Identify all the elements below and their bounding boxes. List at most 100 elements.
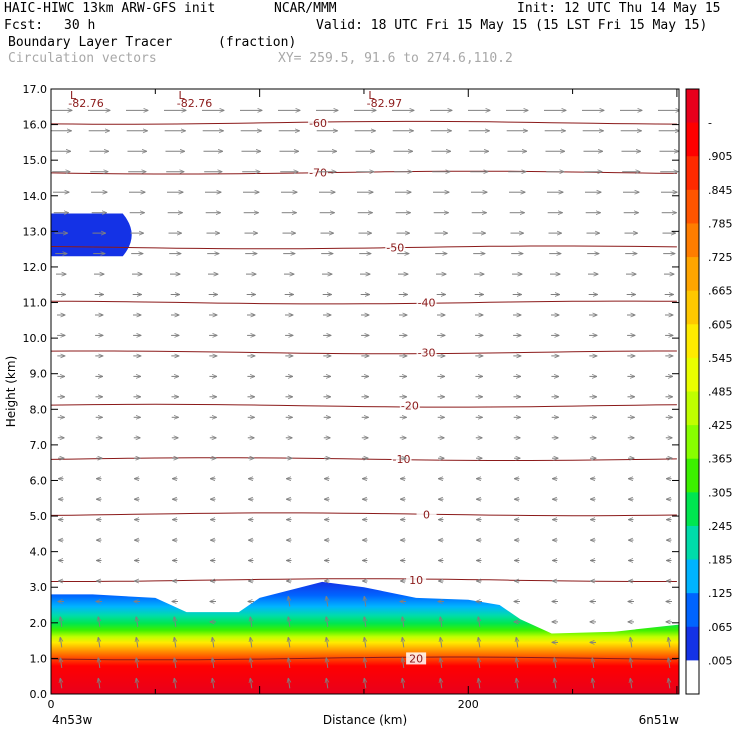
circulation-vector <box>212 637 214 648</box>
colorbar-swatch <box>686 156 699 191</box>
y-tick-label: 5.0 <box>30 510 48 523</box>
colorbar-swatch <box>686 223 699 258</box>
y-tick-label: 16.0 <box>23 119 48 132</box>
y-tick-label: 12.0 <box>23 261 48 274</box>
circulation-vector <box>516 637 518 648</box>
x-end-label-right: 6n51w <box>639 713 680 727</box>
low-markers: L-82.76L-82.76L-82.97 <box>68 89 402 110</box>
circulation-vector <box>136 637 138 648</box>
circulation-vector <box>250 658 252 668</box>
low-marker-value: -82.76 <box>68 97 103 110</box>
colorbar-label: .125 <box>708 587 733 600</box>
contour-label: -40 <box>418 297 436 310</box>
circulation-vector <box>288 637 290 648</box>
y-tick-label: 14.0 <box>23 190 48 203</box>
colorbar-swatch <box>686 122 699 157</box>
y-tick-label: 4.0 <box>30 546 48 559</box>
low-marker-value: -82.97 <box>367 97 402 110</box>
circulation-vector <box>288 678 290 689</box>
colorbar-swatch <box>686 458 699 493</box>
y-tick-label: 8.0 <box>30 403 48 416</box>
contour-label: 10 <box>409 574 423 587</box>
colorbar-swatch <box>686 626 699 661</box>
circulation-vector <box>630 678 632 689</box>
circulation-vector <box>326 617 328 627</box>
xy-range: XY= 259.5, 91.6 to 274.6,110.2 <box>278 51 513 66</box>
colorbar-label: .905 <box>708 150 733 163</box>
circulation-vector <box>554 658 556 668</box>
circulation-vector <box>136 617 138 627</box>
colorbar-label: .005 <box>708 654 733 667</box>
circulation-vector <box>174 658 176 668</box>
contour-line <box>51 350 677 355</box>
contour-label: -10 <box>393 453 411 466</box>
circulation-vector <box>364 678 366 689</box>
circulation-vector <box>60 617 62 627</box>
circulation-vector <box>60 658 62 668</box>
colorbar-label: - <box>708 117 712 130</box>
contour-label-bg <box>308 166 329 179</box>
contour-label: -70 <box>309 167 327 180</box>
circulation-vector <box>98 637 100 648</box>
field1-units: (fraction) <box>218 35 297 50</box>
plot-frame <box>50 88 680 695</box>
low-marker-value: -82.76 <box>177 97 212 110</box>
colorbar-swatch <box>686 492 699 527</box>
circulation-vector <box>630 637 632 648</box>
axes: 0.0 1.0 2.0 3.0 4.0 5.0 6.0 7.0 8.0 9.0 10.0 11.0 12… <box>4 83 679 727</box>
colorbar-frame <box>685 88 700 695</box>
colorbar-label: .725 <box>708 251 733 264</box>
y-tick-label: 13.0 <box>23 225 48 238</box>
y-tick-label: 15.0 <box>23 154 48 167</box>
y-tick-label: 1.0 <box>30 652 48 665</box>
y-tick-label: 0.0 <box>30 688 48 701</box>
circulation-vector <box>60 678 62 689</box>
contour-label-bg <box>416 508 437 521</box>
circulation-vector <box>174 637 176 648</box>
colorbar-swatch <box>686 257 699 292</box>
circulation-vector <box>478 678 480 689</box>
y-tick-label: 17.0 <box>23 83 48 96</box>
colorbar-swatch <box>686 660 699 695</box>
circulation-vector <box>250 637 252 648</box>
circulation-vector <box>174 617 176 627</box>
circulation-vector <box>668 658 670 668</box>
colorbar-swatch <box>686 391 699 426</box>
colorbar-label: .785 <box>708 217 733 230</box>
contour-line <box>51 120 677 125</box>
circulation-vector <box>478 658 480 668</box>
circulation-vector <box>288 617 290 627</box>
circulation-vector <box>60 637 62 648</box>
init-time: Init: 12 UTC Thu 14 May 15 <box>517 1 721 16</box>
circulation-vector <box>668 637 670 648</box>
contour-line <box>51 403 677 408</box>
circulation-vector <box>326 658 328 668</box>
colorbar: - .905 .845 .785 .725 .665 .605 .545 .485 .425 .36… <box>685 88 733 695</box>
circulation-vector <box>402 637 404 648</box>
colorbar-swatch <box>686 290 699 325</box>
circulation-vector <box>212 658 214 668</box>
contour-line <box>51 300 677 305</box>
colorbar-label: .845 <box>708 184 733 197</box>
contour-label: -30 <box>418 346 436 359</box>
y-axis-title: Height (km) <box>4 356 18 427</box>
colorbar-label: .545 <box>708 352 733 365</box>
colorbar-swatch <box>686 593 699 628</box>
low-marker-letter: L <box>70 89 77 102</box>
y-tick-label: 6.0 <box>30 474 48 487</box>
circulation-vector <box>250 617 252 627</box>
contour-line <box>51 245 677 250</box>
x-axis-title: Distance (km) <box>323 713 407 727</box>
colorbar-label: .605 <box>708 318 733 331</box>
y-tick-label: 9.0 <box>30 368 48 381</box>
field2-name: Circulation vectors <box>8 51 157 66</box>
circulation-vector <box>364 637 366 648</box>
circulation-vector <box>668 678 670 689</box>
colorbar-label: .245 <box>708 520 733 533</box>
contour-label-bg <box>385 241 406 254</box>
model-title: HAIC-HIWC 13km ARW-GFS init <box>4 1 216 16</box>
contour-label: -60 <box>309 117 327 130</box>
tracer-upper-patch <box>51 213 132 257</box>
colorbar-swatch <box>686 425 699 460</box>
circulation-vector <box>212 678 214 689</box>
